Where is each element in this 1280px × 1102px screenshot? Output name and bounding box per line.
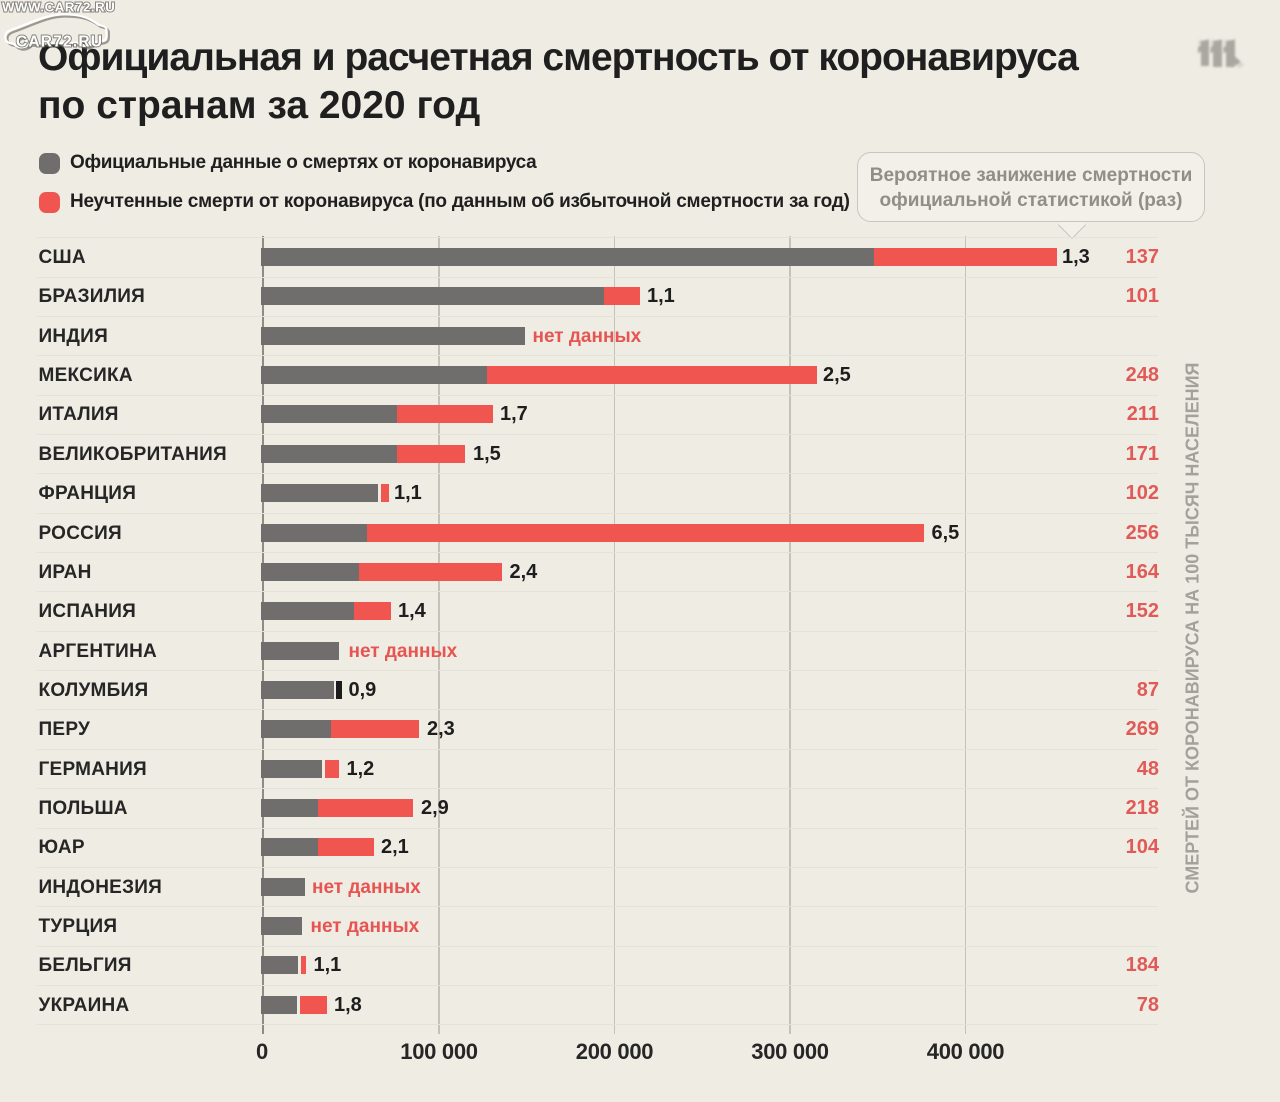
svg-text:WWW.CAR72.RU: WWW.CAR72.RU bbox=[2, 0, 115, 15]
svg-text:CAR72.RU: CAR72.RU bbox=[16, 34, 103, 51]
